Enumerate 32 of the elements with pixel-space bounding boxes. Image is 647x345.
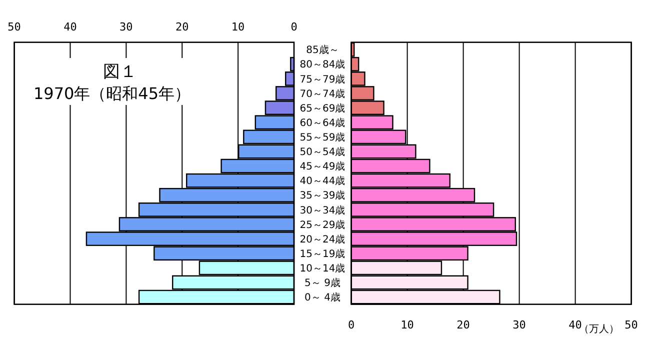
y-tick-label: 80～84歳 [300,58,346,71]
y-tick-label: 75～79歳 [300,73,346,86]
y-tick-label: 70～74歳 [300,88,346,100]
x2-tick-label: 0 [290,20,298,34]
x-tick-label: 50 [624,318,638,332]
x-tick-label: 20 [456,318,470,332]
x2-tick-label: 50 [8,20,21,34]
x2-tick-label: 20 [175,20,189,34]
y-tick-label: 45～49歳 [300,160,346,173]
y-tick-label: 10～14歳 [300,262,346,275]
x2-tick-label: 40 [64,20,77,34]
y-tick-label: 0～ 4歳 [304,292,340,304]
y-tick-label: 85歳～ [306,44,339,56]
y-tick-label: 60～64歳 [300,116,346,129]
x-tick-label: 30 [512,318,526,332]
y-tick-label: 5～ 9歳 [304,277,340,290]
x-tick-label: 10 [400,318,414,332]
y-tick-label: 15～19歳 [300,248,346,260]
x-tick-label: 0 [348,318,355,332]
y-tick-label: 40～44歳 [300,175,346,188]
y-tick-label: 30～34歳 [300,204,346,216]
text: 1970年（昭和45年） [33,84,191,103]
x2-tick-label: 10 [231,20,245,34]
y-tick-label: 50～54歳 [300,146,346,158]
text: 図１ [103,62,137,82]
y-tick-label: 65～69歳 [300,102,346,114]
y-tick-label: 25～29歳 [300,218,346,231]
y-tick-label: 20～24歳 [300,233,346,246]
y-tick-label: 35～39歳 [300,190,346,202]
y-tick-label: 55～59歳 [300,132,346,144]
x2-tick-label: 30 [120,20,133,34]
x-tick-label: 40 [568,318,582,332]
